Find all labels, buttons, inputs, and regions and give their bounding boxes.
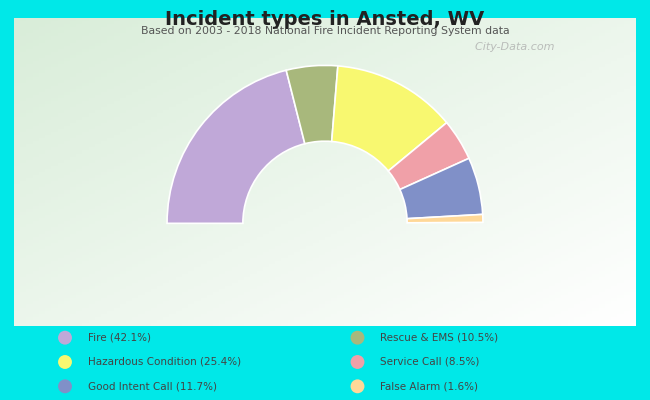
Text: Service Call (8.5%): Service Call (8.5%)	[380, 357, 480, 367]
Text: Based on 2003 - 2018 National Fire Incident Reporting System data: Based on 2003 - 2018 National Fire Incid…	[140, 26, 510, 36]
Wedge shape	[388, 123, 469, 190]
Wedge shape	[167, 70, 305, 223]
Text: Rescue & EMS (10.5%): Rescue & EMS (10.5%)	[380, 333, 499, 343]
Text: City-Data.com: City-Data.com	[467, 42, 554, 52]
Text: Incident types in Ansted, WV: Incident types in Ansted, WV	[165, 10, 485, 29]
Wedge shape	[286, 65, 338, 144]
Wedge shape	[400, 158, 483, 219]
Text: Good Intent Call (11.7%): Good Intent Call (11.7%)	[88, 381, 216, 391]
Wedge shape	[407, 214, 483, 223]
Text: Fire (42.1%): Fire (42.1%)	[88, 333, 151, 343]
Wedge shape	[332, 66, 447, 171]
Text: False Alarm (1.6%): False Alarm (1.6%)	[380, 381, 478, 391]
Text: Hazardous Condition (25.4%): Hazardous Condition (25.4%)	[88, 357, 241, 367]
